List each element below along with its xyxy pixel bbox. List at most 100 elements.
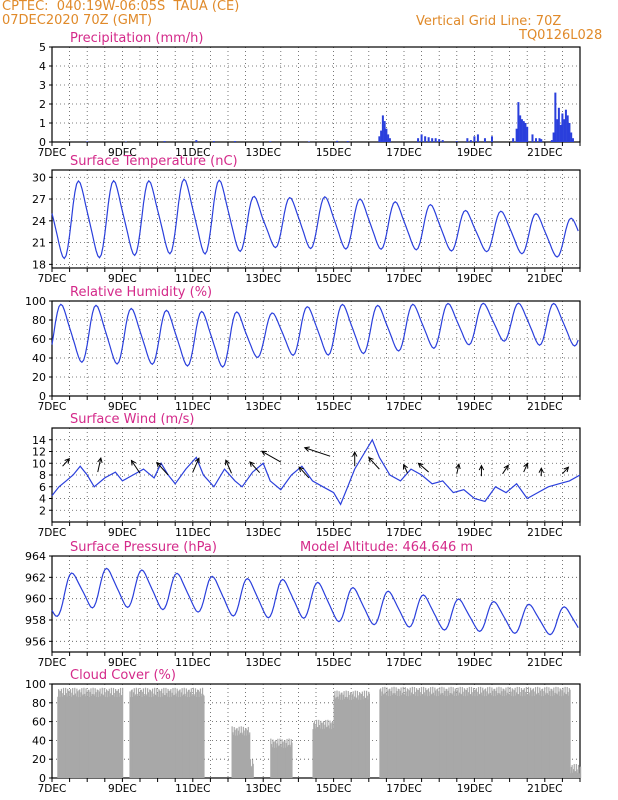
wind-vector-arrow xyxy=(368,456,380,470)
wind-vector-arrow xyxy=(417,462,429,473)
cloud-bar xyxy=(418,689,420,778)
precip-xtick-label: 19DEC xyxy=(457,147,492,159)
cloud-bar xyxy=(142,688,145,778)
cloud-bar xyxy=(115,688,117,778)
temp-xtick-label: 9DEC xyxy=(108,273,137,285)
wind-ytick-label: 4 xyxy=(39,493,46,506)
cloud-bar xyxy=(85,688,87,778)
cloud-bar xyxy=(453,695,456,778)
cloud-bar xyxy=(180,696,182,778)
cloud-bar xyxy=(357,695,359,778)
cloud-bar xyxy=(539,687,541,778)
cloud-xtick-label: 9DEC xyxy=(108,783,137,795)
cloud-bar xyxy=(203,695,205,778)
cloud-bar xyxy=(149,690,152,778)
cloud-bar xyxy=(504,690,506,778)
cloud-bar xyxy=(427,688,430,778)
wind-vector-head xyxy=(503,464,509,471)
wind-vector-shaft xyxy=(97,457,102,473)
cloud-bar xyxy=(251,767,253,778)
precip-ytick-label: 4 xyxy=(39,60,46,73)
cloud-bar xyxy=(314,728,316,778)
cloud-bar xyxy=(274,741,276,778)
cloud-bar xyxy=(411,686,413,778)
precip-bar xyxy=(385,128,388,142)
cloud-bar xyxy=(406,695,408,778)
cloud-bar xyxy=(180,692,183,778)
cloud-ytick-label: 20 xyxy=(32,753,46,766)
cloud-bar xyxy=(441,686,443,778)
cloud-bar xyxy=(558,691,560,778)
precip-bar xyxy=(307,141,310,142)
wind-ytick-label: 2 xyxy=(39,504,46,517)
cloud-bar xyxy=(105,689,108,778)
precip-bar xyxy=(212,141,215,142)
cloud-bar xyxy=(280,747,282,778)
cloud-bar xyxy=(489,692,492,778)
cloud-bar xyxy=(507,686,509,778)
cloud-bar xyxy=(119,687,122,778)
cloud-bar xyxy=(383,693,385,778)
cloud-bar xyxy=(339,694,341,778)
cloud-bar xyxy=(560,696,563,778)
cloud-bar xyxy=(553,695,556,778)
cloud-bar xyxy=(335,698,337,778)
cloud-bar xyxy=(103,695,105,778)
cloud-bar xyxy=(177,691,179,778)
temp-xtick-label: 13DEC xyxy=(245,273,280,285)
cloud-bar xyxy=(415,688,418,778)
cloud-bar xyxy=(445,688,447,778)
cloud-bar xyxy=(394,695,397,778)
cloud-bar xyxy=(551,689,553,778)
cloud-bar xyxy=(66,696,68,778)
wind-vector-shaft xyxy=(249,461,261,473)
cloud-bar xyxy=(147,688,149,778)
cloud-bar xyxy=(471,692,473,778)
cloud-bar xyxy=(201,693,203,778)
wind-vector-shaft xyxy=(502,465,509,475)
cloud-bar xyxy=(97,690,99,778)
cloud-bar xyxy=(129,691,131,778)
cloud-bar xyxy=(116,697,118,778)
cloud-bar xyxy=(556,693,558,778)
cloud-bar xyxy=(382,694,385,778)
cloud-bar xyxy=(390,691,392,778)
cloud-bar xyxy=(569,766,571,778)
precip-bar xyxy=(512,138,515,142)
cloud-bar xyxy=(191,695,193,778)
cloud-bar xyxy=(380,695,382,778)
cloud-bar xyxy=(335,697,337,778)
cloud-bar xyxy=(344,698,346,778)
precip-bar xyxy=(568,123,571,142)
precip-bar xyxy=(424,136,427,142)
cloud-bar xyxy=(361,693,363,778)
cloud-bar xyxy=(144,693,146,778)
cloud-xtick-label: 7DEC xyxy=(38,783,67,795)
cloud-bar xyxy=(84,696,86,778)
cloud-bar xyxy=(322,722,324,778)
press-xtick-label: 19DEC xyxy=(457,657,492,669)
header-line-1: CPTEC: 040:19W-06:05S TAUA (CE) xyxy=(2,0,240,14)
cloud-bar xyxy=(232,734,235,778)
cloud-bar xyxy=(358,692,361,778)
cloud-bar xyxy=(472,695,474,778)
precip-xtick-label: 21DEC xyxy=(527,147,562,159)
cloud-bar xyxy=(519,692,521,778)
cloud-bar xyxy=(563,692,566,778)
wind-vector-head xyxy=(194,457,200,464)
header-line-2: 07DEC2020 70Z (GMT) xyxy=(2,13,153,28)
precip-bar xyxy=(564,109,567,142)
cloud-bar xyxy=(521,689,523,778)
precip-ytick-label: 2 xyxy=(39,98,46,111)
cloud-bar xyxy=(250,765,252,778)
cloud-bar xyxy=(363,696,365,778)
cloud-bar xyxy=(81,688,83,778)
cloud-bar xyxy=(473,690,475,778)
cloud-bar xyxy=(147,692,149,778)
wind-vector-arrow xyxy=(478,464,485,477)
cloud-bar xyxy=(195,692,197,778)
cloud-bar xyxy=(60,690,62,778)
cloud-bar xyxy=(86,697,89,778)
precip-xtick-label: 7DEC xyxy=(38,147,67,159)
cloud-bar xyxy=(325,727,328,778)
